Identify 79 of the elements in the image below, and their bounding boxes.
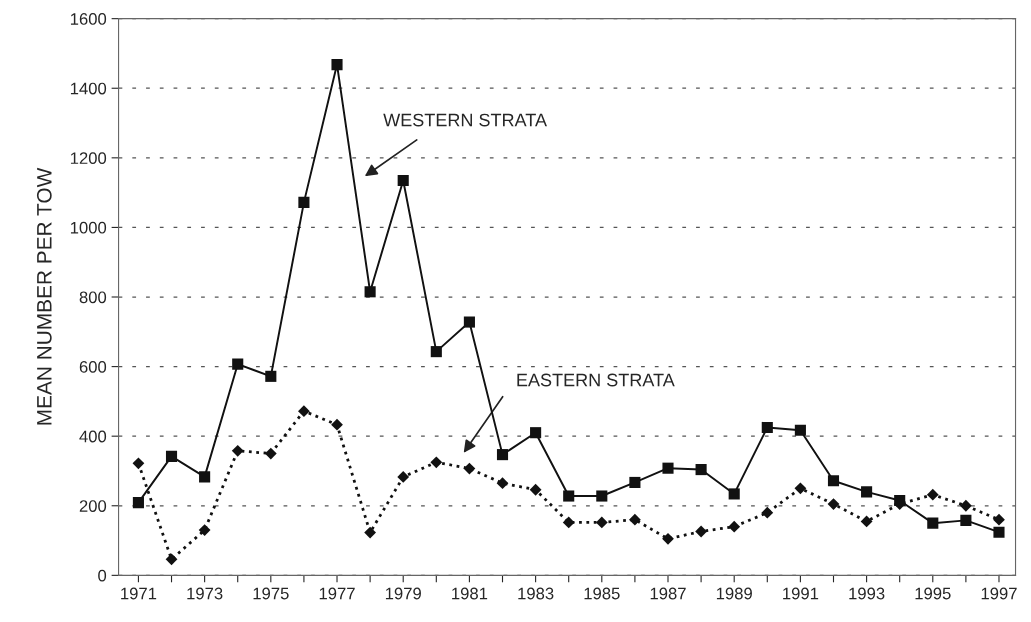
point [530,427,542,439]
x-tick-label: 1993 [849,587,885,600]
x-tick-label: 1995 [915,587,951,600]
point [562,516,575,529]
y-tick-label: 200 [79,500,107,512]
point [926,488,939,501]
point [331,59,343,71]
point [264,447,277,460]
y-tick-label: 1200 [70,152,107,165]
x-tick-label: 1973 [187,587,223,600]
point [860,515,873,528]
point [198,524,211,537]
point [662,532,674,545]
x-tick-label: 1975 [253,587,289,600]
point [629,513,641,526]
y-tick-label: 800 [79,291,107,304]
y-tick-label: 400 [79,430,107,443]
point [794,424,806,436]
point [927,517,939,529]
point [430,346,442,358]
point [232,358,244,370]
point [331,418,343,431]
point [397,174,409,186]
point [827,498,840,510]
point [463,316,475,328]
point [132,457,145,470]
point [993,526,1005,538]
point [165,450,178,462]
point [695,464,707,476]
point [761,506,774,519]
point [364,526,377,539]
point [298,405,310,418]
point [397,470,410,483]
point [629,476,641,489]
x-tick-label: 1989 [716,587,752,600]
point [861,486,873,498]
point [463,462,476,475]
point [430,456,443,469]
point [364,286,376,298]
x-tick-label: 1979 [385,587,421,600]
point [496,449,509,461]
point [993,513,1005,526]
y-tick-label: 1600 [70,13,107,25]
point [959,499,972,512]
x-tick-label: 1997 [981,587,1017,600]
y-axis-title: MEAN NUMBER PER TOW [36,167,52,425]
x-tick-label: 1985 [584,587,620,600]
point [265,370,277,382]
point [761,421,773,434]
annotation: EASTERN STRATA [517,373,675,387]
x-tick-label: 1981 [452,587,488,600]
point [695,525,707,538]
point [132,497,144,509]
point [563,490,575,502]
y-tick-label: 600 [79,360,107,373]
point [298,196,310,208]
point [960,514,972,526]
y-tick-label: 0 [98,569,107,582]
point [529,483,542,496]
x-tick-label: 1971 [121,587,157,600]
point [794,482,807,495]
point [728,488,740,500]
annotation: WESTERN STRATA [383,113,547,127]
point [894,494,906,507]
point [496,477,509,490]
point [165,553,178,566]
point [596,490,608,502]
point [827,475,840,487]
x-tick-label: 1987 [650,587,686,600]
x-tick-label: 1977 [319,587,355,600]
point [595,516,608,529]
point [199,471,211,483]
point [662,462,674,474]
point [728,520,741,533]
x-tick-label: 1991 [783,587,819,600]
point [231,444,244,457]
y-tick-label: 1000 [70,221,107,234]
x-tick-label: 1983 [518,587,554,600]
y-tick-label: 1400 [70,82,107,95]
